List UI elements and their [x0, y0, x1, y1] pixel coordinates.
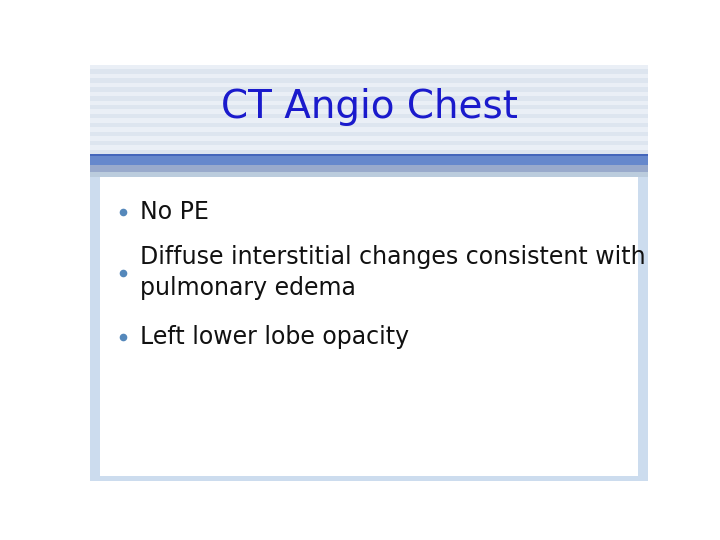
Bar: [90, 476, 648, 481]
Bar: [90, 165, 648, 172]
Bar: [90, 114, 648, 118]
Bar: [90, 100, 648, 105]
Bar: [90, 132, 648, 136]
Bar: [90, 136, 648, 141]
Bar: [90, 123, 648, 127]
Bar: [90, 141, 648, 145]
Bar: [90, 127, 648, 132]
Bar: [90, 69, 648, 74]
Bar: [90, 150, 648, 154]
Text: Left lower lobe opacity: Left lower lobe opacity: [140, 325, 410, 349]
Bar: [90, 172, 648, 177]
Bar: [638, 177, 648, 481]
Bar: [90, 92, 648, 96]
Bar: [90, 83, 648, 87]
Text: No PE: No PE: [140, 200, 209, 225]
Bar: [90, 145, 648, 150]
Text: Diffuse interstitial changes consistent with
pulmonary edema: Diffuse interstitial changes consistent …: [140, 245, 646, 300]
Bar: [90, 96, 648, 100]
Bar: [90, 74, 648, 78]
Bar: [90, 65, 648, 69]
Bar: [90, 87, 648, 92]
Bar: [90, 177, 100, 481]
Bar: [90, 156, 648, 165]
Bar: [90, 154, 648, 157]
Bar: [90, 118, 648, 123]
Text: CT Angio Chest: CT Angio Chest: [220, 89, 518, 126]
Bar: [90, 177, 648, 481]
Bar: [90, 110, 648, 114]
Bar: [90, 105, 648, 110]
Bar: [90, 78, 648, 83]
